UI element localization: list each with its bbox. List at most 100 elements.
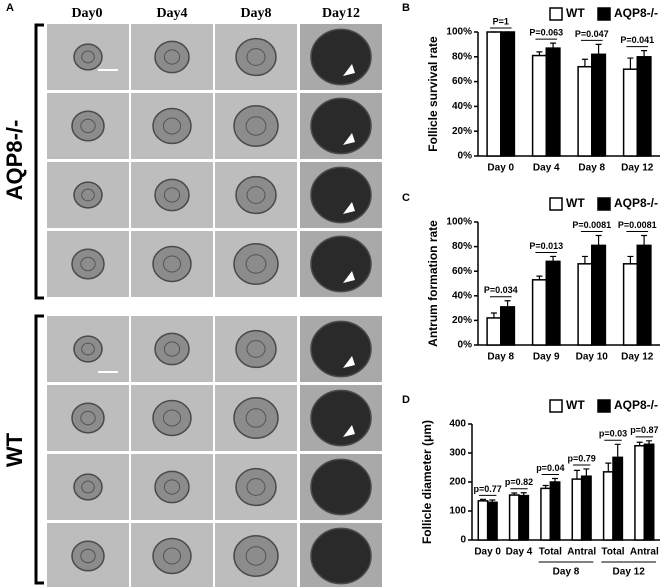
annotation: P=0.0081 [618, 220, 657, 230]
x-tick-label: Day 4 [506, 547, 533, 558]
bar [500, 306, 516, 346]
group-label: AQP8-/- [2, 120, 27, 201]
y-tick-label: 0% [458, 340, 473, 351]
arrowhead [343, 133, 355, 145]
follicle [310, 97, 372, 155]
arrowhead [343, 64, 355, 76]
error-bar [646, 440, 653, 445]
y-axis-label: Antrum formation rate [426, 220, 440, 347]
oocyte [162, 117, 182, 135]
follicle [310, 458, 372, 516]
error-bar [614, 443, 621, 458]
error-bar [627, 57, 634, 70]
oocyte [80, 410, 96, 426]
column-header: Day12 [322, 6, 360, 21]
y-tick-label: 20% [452, 126, 472, 137]
bar [591, 244, 607, 346]
oocyte [162, 547, 182, 565]
annotation: p=0.03 [599, 429, 627, 439]
bar [518, 494, 530, 541]
x-tick-label: Day 8 [487, 352, 514, 363]
error-bar [605, 462, 612, 472]
x-tick-label: Total [539, 547, 562, 558]
follicle [310, 320, 372, 378]
bar [531, 54, 547, 157]
oocyte [163, 49, 181, 65]
error-bar [581, 255, 588, 264]
annotation: P=1 [493, 16, 509, 26]
bar [622, 68, 638, 157]
follicle [71, 248, 105, 280]
oocyte [163, 479, 181, 495]
bar [486, 31, 502, 157]
arrowhead [343, 425, 355, 437]
error-bar [550, 255, 557, 262]
column-header: Day0 [71, 6, 102, 21]
panel-label: D [402, 394, 410, 406]
bar [643, 443, 655, 541]
bar [571, 478, 583, 541]
oocyte [163, 187, 181, 203]
bar [486, 501, 498, 541]
legend-label: WT [566, 6, 585, 20]
follicle [71, 110, 105, 142]
follicle [152, 399, 192, 437]
follicle [235, 175, 277, 215]
arrowhead [343, 202, 355, 214]
oocyte [80, 256, 96, 272]
bar [634, 445, 646, 541]
y-tick-label: 100% [446, 27, 472, 38]
y-tick-label: 80% [452, 51, 472, 62]
oocyte [81, 188, 95, 202]
annotation: p=0.77 [474, 484, 502, 494]
follicle [310, 166, 372, 224]
bar [508, 494, 520, 541]
column-header: Day4 [156, 6, 187, 21]
bar [577, 263, 593, 346]
y-axis-label: Follicle survival rate [426, 36, 440, 152]
follicle [154, 332, 190, 366]
y-tick-label: 400 [449, 419, 466, 430]
x-tick-label: Day 0 [487, 163, 514, 174]
x-tick-label: Antral [630, 547, 659, 558]
column-header: Day8 [240, 6, 271, 21]
follicle [233, 397, 279, 439]
legend-swatch [549, 399, 563, 413]
bar [636, 56, 652, 157]
y-tick-label: 100% [446, 217, 472, 228]
bar [500, 31, 516, 157]
y-tick-label: 40% [452, 290, 472, 301]
x-tick-label: Day 0 [474, 547, 501, 558]
oocyte [81, 50, 95, 64]
legend-swatch [597, 7, 611, 21]
bar [545, 47, 561, 157]
bar [591, 53, 607, 157]
follicle [71, 402, 105, 434]
group-label: WT [2, 432, 27, 467]
panel-label: B [402, 2, 410, 14]
oocyte [246, 478, 266, 496]
follicle [235, 329, 277, 369]
follicle [152, 245, 192, 283]
x-tick-label: Day 10 [576, 352, 609, 363]
follicle [154, 178, 190, 212]
follicle [310, 235, 372, 293]
x-tick-label: Day 12 [621, 352, 654, 363]
oocyte [80, 548, 96, 564]
follicle [235, 37, 277, 77]
legend-swatch [549, 197, 563, 211]
y-tick-label: 60% [452, 266, 472, 277]
follicle [310, 28, 372, 86]
legend-swatch [597, 399, 611, 413]
error-bar [636, 441, 643, 446]
bar [531, 279, 547, 346]
error-bar [573, 469, 580, 480]
follicle [310, 527, 372, 585]
arrowhead [343, 271, 355, 283]
oocyte [245, 254, 267, 274]
annotation: p=0.87 [630, 425, 658, 435]
annotation: P=0.047 [575, 29, 609, 39]
bracket [34, 23, 44, 300]
error-bar [490, 312, 497, 318]
follicle [152, 107, 192, 145]
